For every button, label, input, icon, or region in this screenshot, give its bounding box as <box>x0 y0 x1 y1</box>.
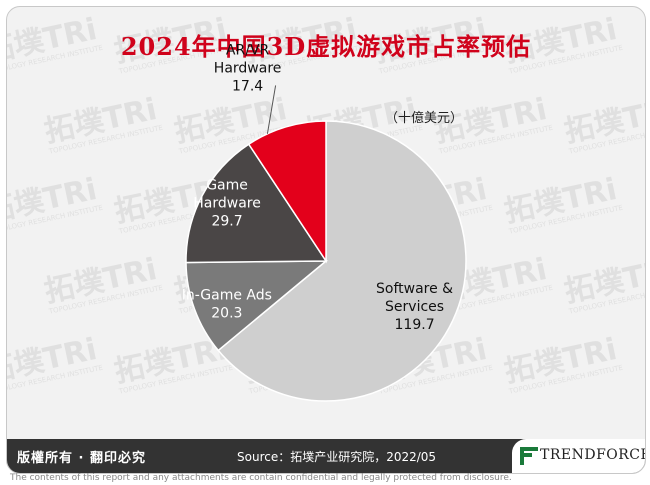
slice-category-label: Software & <box>376 281 453 297</box>
slice-category-label: In-Game Ads <box>182 288 272 304</box>
pie-slice-game-hardware <box>185 143 328 264</box>
trendforce-logo-icon <box>520 447 538 465</box>
chart-title: 2024年中国3D虚拟游戏市占率预估 <box>120 32 532 61</box>
slice-value-label: 119.7 <box>395 317 435 333</box>
copyright-notice: 版權所有 · 翻印必究 <box>17 451 146 466</box>
slice-category-label: Game <box>206 178 248 194</box>
footer-bar: 版權所有 · 翻印必究 Source：拓墣产业研究院，2022/05 TREND… <box>7 439 645 473</box>
slice-category-label: Hardware <box>193 196 261 212</box>
slice-category-label: AR/VR <box>226 42 270 58</box>
leader-line <box>266 85 277 134</box>
brand-name: TRENDFORCE <box>540 447 646 463</box>
pie-slice-ar-vr-hardware <box>247 120 327 264</box>
slice-value-label: 29.7 <box>211 214 242 230</box>
disclaimer-text: The contents of this report and any atta… <box>10 473 512 483</box>
slice-category-label: Services <box>385 299 444 315</box>
pie-chart: Software & Services 119.7 In-Game Ads 20.3 Ga… <box>182 42 467 402</box>
source-note: Source：拓墣产业研究院，2022/05 <box>237 450 437 464</box>
pie-slice-in-game-ads <box>185 260 329 352</box>
trendforce-logo: TRENDFORCE <box>512 439 645 473</box>
unit-label: （十億美元） <box>385 111 464 126</box>
report-slide: 拓墣TRi TOPOLOGY RESEARCH INSTITUTE 拓墣TRi TOP… <box>6 6 646 474</box>
pie-slice-software-services <box>217 120 467 402</box>
slice-category-label: Hardware <box>214 60 282 76</box>
slice-value-label: 17.4 <box>232 78 263 94</box>
slice-value-label: 20.3 <box>211 306 242 322</box>
